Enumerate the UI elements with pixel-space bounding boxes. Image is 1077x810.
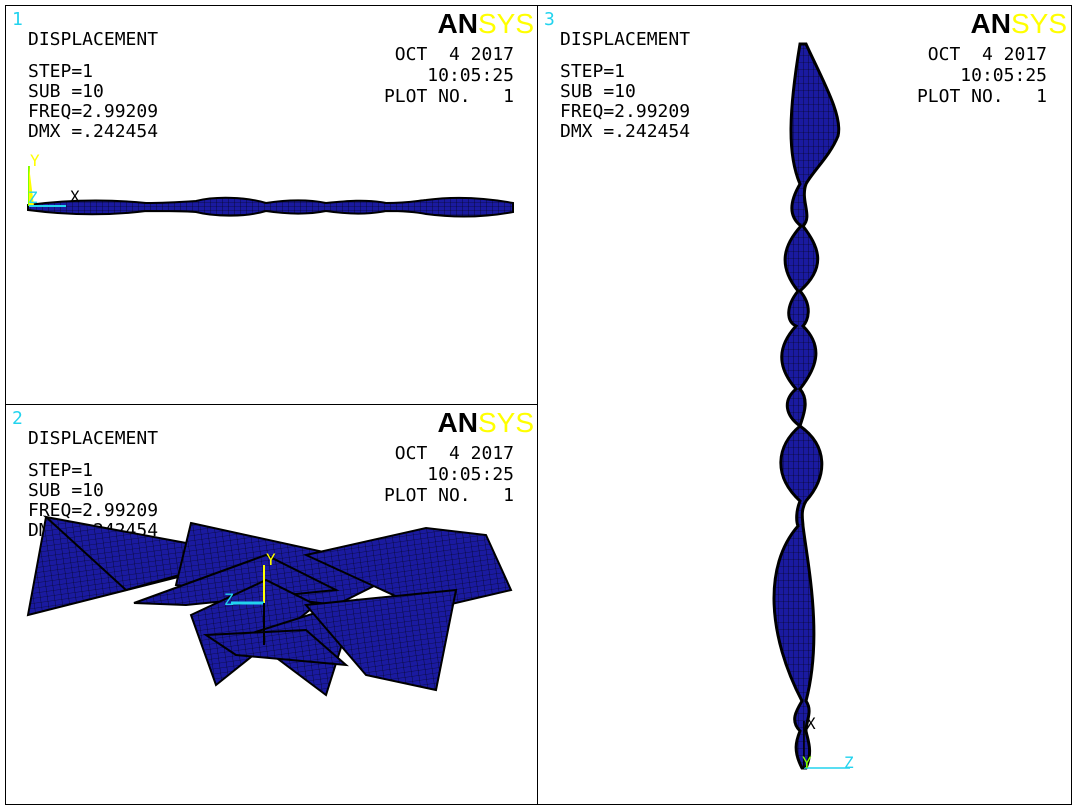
date-info: OCT 4 2017 10:05:25 PLOT NO. 1 <box>917 44 1047 107</box>
plot-number-label: PLOT NO. 1 <box>383 485 514 506</box>
date-label: OCT 4 2017 <box>394 443 514 464</box>
z-axis-label: Z <box>224 590 234 609</box>
sub-label: SUB =10 <box>28 480 104 501</box>
viewport-number: 1 <box>12 9 23 30</box>
viewport-number: 2 <box>12 408 23 429</box>
model-view-2: Y Z <box>26 515 513 697</box>
deformed-beam-shape <box>27 196 514 218</box>
plot-number-label: PLOT NO. 1 <box>383 86 514 107</box>
viewport-3[interactable]: 3 ANSYS DISPLACEMENT STEP=1 SUB =10 FREQ=2.… <box>537 5 1072 805</box>
sub-label: SUB =10 <box>560 81 636 102</box>
freq-label: FREQ=2.99209 <box>28 101 159 122</box>
y-axis-label: Y <box>30 151 40 170</box>
z-axis-label: Z <box>28 188 38 207</box>
freq-label: FREQ=2.99209 <box>560 101 691 122</box>
x-axis-label: X <box>70 187 80 206</box>
date-label: OCT 4 2017 <box>394 44 514 65</box>
ansys-logo: ANSYS <box>970 8 1067 39</box>
ansys-logo: ANSYS <box>437 407 534 438</box>
plot-number-label: PLOT NO. 1 <box>916 86 1047 107</box>
deformed-beam-shape <box>772 42 841 770</box>
date-info: OCT 4 2017 10:05:25 PLOT NO. 1 <box>384 44 514 107</box>
date-info: OCT 4 2017 10:05:25 PLOT NO. 1 <box>384 443 514 506</box>
viewport-1[interactable]: 1 ANSYS DISPLACEMENT STEP=1 SUB =10 FREQ=2.… <box>5 5 539 406</box>
step-label: STEP=1 <box>560 61 626 82</box>
model-view-1: Y Z X <box>27 151 514 218</box>
y-axis-label: Y <box>802 753 812 772</box>
deformed-twisted-shape <box>26 515 513 697</box>
step-label: STEP=1 <box>28 460 94 481</box>
dmx-label: DMX =.242454 <box>28 121 159 142</box>
result-title: DISPLACEMENT <box>28 428 159 449</box>
ansys-logo: ANSYS <box>437 8 534 39</box>
result-title: DISPLACEMENT <box>28 29 159 50</box>
dmx-label: DMX =.242454 <box>560 121 691 142</box>
step-label: STEP=1 <box>28 61 94 82</box>
time-label: 10:05:25 <box>427 464 514 485</box>
z-axis-label: Z <box>844 753 854 772</box>
time-label: 10:05:25 <box>427 65 514 86</box>
freq-label: FREQ=2.99209 <box>28 500 159 521</box>
time-label: 10:05:25 <box>960 65 1047 86</box>
result-title: DISPLACEMENT <box>560 29 691 50</box>
sub-label: SUB =10 <box>28 81 104 102</box>
date-label: OCT 4 2017 <box>927 44 1047 65</box>
y-axis-label: Y <box>266 550 276 569</box>
viewport-number: 3 <box>544 9 555 30</box>
model-view-3: X Z Y <box>772 42 854 772</box>
x-axis-label: X <box>806 714 816 733</box>
viewport-2[interactable]: 2 ANSYS DISPLACEMENT STEP=1 SUB =10 FREQ=2.… <box>5 404 539 805</box>
